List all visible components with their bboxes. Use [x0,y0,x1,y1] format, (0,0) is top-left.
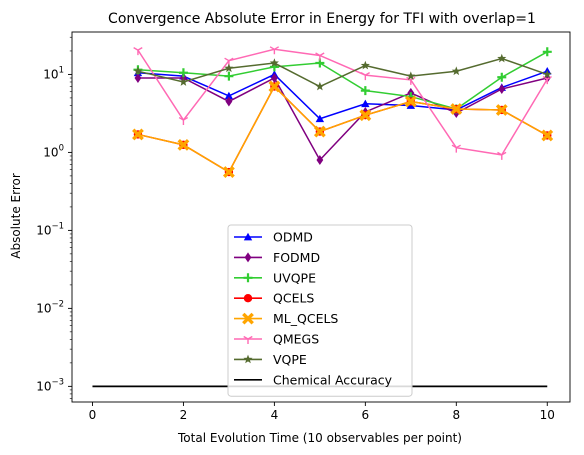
data-point-qmegs [269,46,280,55]
axes: 0 2 4 6 8 10 10−3 10−2 10−1 100 101 [36,31,571,422]
data-point-vqpe [497,53,507,63]
legend-marker-uvqpe [243,273,253,283]
legend-marker-odmd [243,232,253,241]
series-line-vqpe [137,57,548,88]
data-point-qmegs [360,72,370,81]
data-point-fodmd [225,96,233,107]
data-point-ml-qcels [404,95,417,108]
y-tick-label: 100 [43,143,64,159]
y-tick-label: 10−1 [36,221,64,237]
data-point-uvqpe [542,47,552,57]
data-point-ml-qcels [222,166,235,178]
series-line-ml-qcels [137,85,548,174]
data-point-vqpe [360,60,370,70]
data-point-ml-qcels [132,128,144,141]
data-point-vqpe [451,66,461,76]
data-point-odmd [361,99,370,108]
plot-frame [71,31,571,403]
series-line-fodmd [137,76,548,162]
x-tick-label: 2 [180,408,188,422]
legend-marker-vqpe [243,354,253,364]
data-point-fodmd [316,154,324,165]
data-point-ml-qcels [495,104,508,116]
x-tick-label: 10 [540,408,555,422]
data-point-ml-qcels [268,80,281,93]
data-point-ml-qcels [359,109,372,122]
data-point-fodmd [498,84,506,95]
data-point-ml-qcels [450,103,463,115]
data-point-vqpe [315,81,325,91]
data-point-qmegs [542,76,552,85]
legend-label-ml-qcels: ML_QCELS [273,311,338,326]
data-point-qmegs [133,47,143,56]
y-axis-title: Absolute Error [9,173,23,259]
legend-box [227,224,413,397]
x-tick-label: 6 [362,408,370,422]
legend-marker-fodmd [244,252,252,263]
series-line-qmegs [137,48,548,156]
legend-label-qcels: QCELS [273,291,314,306]
x-tick-label: 4 [271,408,279,422]
data-point-vqpe [269,58,279,67]
data-point-uvqpe [224,71,234,81]
data-point-ml-qcels [541,129,554,142]
y-tick-label: 101 [43,65,64,81]
data-point-vqpe [178,77,188,86]
chart-title: Convergence Absolute Error in Energy for… [108,11,536,27]
legend-label-odmd: ODMD [273,230,313,245]
legend-marker-ml-qcels [242,312,254,325]
legend-marker-qcels [243,294,253,303]
data-point-vqpe [542,69,552,79]
data-point-fodmd [134,72,142,83]
legend-label-fodmd: FODMD [273,250,320,265]
data-point-vqpe [224,63,234,73]
y-tick-label: 10−2 [36,299,64,315]
series-line-odmd [137,70,548,120]
data-point-vqpe [406,71,416,81]
legend-label-vqpe: VQPE [273,352,307,367]
data-point-qmegs [315,52,325,61]
data-point-odmd [224,91,234,100]
data-point-qmegs [497,151,507,160]
data-point-qmegs [178,116,189,126]
x-axis-title: Total Evolution Time (10 observables per… [177,431,462,445]
x-tick-label: 0 [89,408,97,422]
data-point-uvqpe [360,86,370,96]
legend-label-qmegs: QMEGS [273,332,319,347]
data-point-uvqpe [178,68,188,78]
data-point-odmd [315,114,325,123]
y-tick-label: 10−3 [36,377,64,393]
data-point-qmegs [451,144,461,153]
data-point-ml-qcels [177,138,190,151]
legend-label-uvqpe: UVQPE [273,270,316,285]
legend-label-chemical-accuracy: Chemical Accuracy [273,372,393,387]
data-point-ml-qcels [313,125,326,138]
data-point-fodmd [270,72,278,83]
x-tick-label: 8 [452,408,460,422]
legend: ODMD FODMD UVQPE QCELS ML_QCELS QMEGS VQPE Chem… [227,224,413,397]
legend-marker-qmegs [243,335,253,344]
data-point-vqpe [133,66,143,76]
data-point-uvqpe [497,72,507,82]
plot-area [92,46,554,388]
